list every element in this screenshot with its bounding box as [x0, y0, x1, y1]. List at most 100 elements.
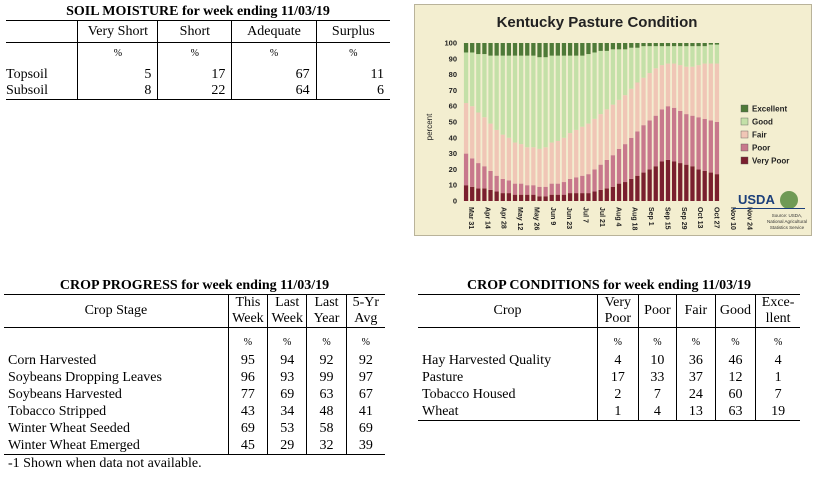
legend-swatch [740, 104, 749, 113]
progress-cell: 34 [267, 403, 307, 420]
cond-cell: 1 [755, 369, 800, 386]
chart-bar-segment [482, 188, 487, 201]
progress-cell: 58 [306, 420, 347, 437]
crop-progress-title: CROP PROGRESS for week ending 11/03/19 [59, 278, 330, 293]
chart-bar-segment [671, 161, 677, 201]
chart-bar-segment [659, 65, 665, 110]
soil-cell: 5 [77, 67, 158, 83]
cond-col-very-poor-l2: Poor [597, 311, 639, 328]
x-tick-label: Apr 14 [483, 207, 490, 229]
chart-bar-segment [684, 164, 689, 201]
chart-bar-segment [518, 183, 524, 195]
chart-bar-segment [684, 46, 689, 67]
chart-bar-segment [659, 43, 665, 47]
chart-x-ticks: Mar 31 Apr 14 Apr 28 May 12 May 26 Jun 9 Jun 2… [467, 207, 752, 230]
chart-bar-segment [604, 50, 609, 110]
chart-bar-segment [488, 189, 493, 201]
chart-bar-segment [574, 129, 579, 178]
cond-cell: 7 [637, 386, 677, 403]
soil-pct-unit: % [315, 42, 390, 67]
chart-bar-segment [567, 55, 573, 134]
chart-bar-segment [610, 43, 616, 50]
progress-cell: 63 [306, 386, 347, 403]
chart-bar-segment [671, 63, 677, 108]
chart-bar-segment [665, 159, 671, 201]
chart-bar-segment [696, 43, 701, 47]
chart-bar-segment [518, 43, 524, 56]
chart-bar-segment [598, 43, 603, 51]
progress-pct-unit: % [306, 327, 347, 352]
pasture-condition-chart: Kentucky Pasture Condition percent 0 10 20… [414, 4, 812, 236]
chart-bar-segment [671, 43, 677, 47]
chart-bar-segment [476, 188, 481, 201]
cond-pct-unit: % [755, 327, 800, 352]
chart-bar-segment [629, 43, 634, 48]
chart-bar-segment [525, 194, 530, 201]
chart-bar-segment [476, 43, 481, 55]
chart-bar-segment [470, 106, 475, 159]
chart-bar-segment [708, 172, 713, 201]
chart-bar-segment [574, 43, 579, 56]
table-row: Hay Harvested Quality 4 10 36 46 4 [418, 352, 800, 369]
chart-bar-segment [543, 57, 548, 148]
chart-bar-segment [641, 43, 646, 47]
soil-cell: 22 [157, 83, 232, 100]
chart-bar-segment [567, 193, 573, 201]
progress-cell: 93 [267, 369, 307, 386]
progress-row-label: Soybeans Harvested [8, 386, 122, 402]
soil-cell: 11 [315, 67, 390, 83]
chart-bar-segment [610, 155, 616, 187]
cond-col-excellent-l1: Exce- [755, 294, 800, 311]
cond-cell: 17 [597, 369, 639, 386]
chart-bar-segment [696, 46, 701, 66]
chart-bar-segment [653, 166, 658, 201]
progress-row-label: Tobacco Stripped [8, 403, 107, 419]
soil-pct-unit: % [77, 42, 158, 67]
chart-bar-segment [659, 161, 665, 201]
cond-cell: 2 [597, 386, 639, 403]
table-row: Topsoil 5 17 67 11 [6, 67, 390, 83]
progress-cell: 29 [267, 437, 307, 455]
y-tick-label: 60 [449, 102, 457, 111]
soil-cell: 67 [231, 67, 317, 83]
soil-pct-unit: % [157, 42, 232, 67]
chart-bar-segment [518, 194, 524, 201]
chart-bar-segment [549, 142, 554, 184]
chart-bar-segment [567, 133, 573, 179]
progress-cell: 96 [227, 369, 268, 386]
chart-bar-segment [543, 196, 548, 201]
chart-bar-segment [482, 43, 487, 55]
cond-cell: 60 [714, 386, 756, 403]
legend-swatch [740, 117, 749, 126]
soil-pct-blank [6, 43, 78, 68]
cond-col-poor: Poor [637, 294, 678, 328]
chart-bar-segment [561, 43, 567, 56]
chart-bar-segment [506, 193, 512, 201]
x-tick-label: Jul 21 [598, 207, 605, 227]
chart-bar-segment [702, 46, 707, 64]
chart-y-axis-label: percent [425, 113, 434, 140]
soil-col-adequate: Adequate [231, 20, 317, 43]
chart-bar-segment [555, 140, 560, 184]
cond-cell: 33 [637, 369, 677, 386]
chart-bar-segment [678, 65, 683, 111]
chart-bar-segment [714, 44, 720, 64]
chart-bar-segment [506, 137, 512, 181]
x-tick-label: Oct 27 [713, 207, 720, 229]
chart-bar-segment [463, 52, 469, 104]
legend-label: Good [752, 118, 773, 127]
chart-bar-segment [714, 122, 720, 175]
chart-bar-segment [629, 47, 634, 89]
soil-col-very-short: Very Short [77, 20, 158, 43]
cond-pct-unit: % [676, 327, 716, 352]
chart-bar-segment [488, 170, 493, 190]
chart-bar-segment [463, 103, 469, 154]
chart-bar-segment [482, 166, 487, 189]
chart-bar-segment [623, 95, 628, 145]
cond-cell: 7 [755, 386, 800, 403]
chart-bar-segment [549, 55, 554, 143]
chart-bar-segment [708, 43, 713, 45]
soil-row-label: Subsoil [6, 83, 78, 100]
progress-col-5yr-l2: Avg [345, 311, 385, 328]
chart-bar-segment [494, 55, 499, 130]
